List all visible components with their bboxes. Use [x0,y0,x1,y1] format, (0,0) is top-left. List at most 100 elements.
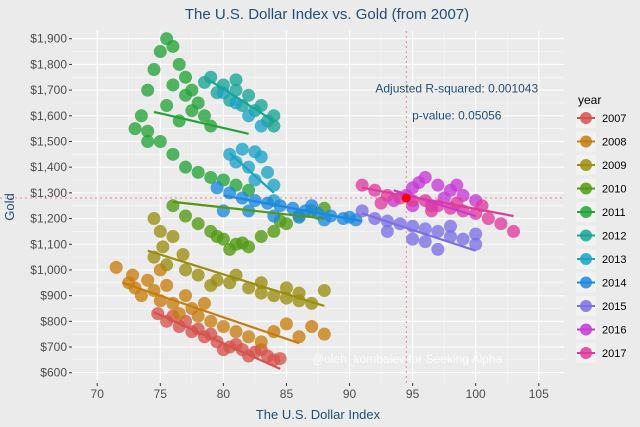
x-tick-label: 90 [343,387,357,401]
data-point-2013 [216,86,230,100]
data-point-2014 [292,210,306,224]
data-points [109,32,521,367]
data-point-2008 [242,330,256,344]
y-axis-title: Gold [2,193,17,220]
legend-key-dot [580,159,592,171]
data-point-2009 [317,284,331,298]
data-point-2010 [254,230,268,244]
data-point-2013 [229,96,243,110]
data-point-2011 [179,70,193,84]
data-point-2011 [166,147,180,161]
data-point-2013 [261,165,275,179]
data-point-2017 [425,204,439,218]
data-point-2008 [179,289,193,303]
data-point-2014 [343,210,357,224]
data-point-2012 [229,83,243,97]
highlight-point [401,193,411,203]
data-point-2011 [134,109,148,123]
legend-label-2012: 2012 [602,231,626,243]
data-point-2012 [242,88,256,102]
legend-items: 2007 2008 2009 2010 2011 2012 2013 2014 2015 2016… [576,108,626,363]
data-point-2011 [179,160,193,174]
fit-line-2012 [210,80,275,122]
legend-key-dot [580,206,592,218]
data-point-2009 [176,248,190,262]
data-point-2017 [355,178,369,192]
legend-label-2017: 2017 [602,348,626,360]
data-point-2013 [229,155,243,169]
data-point-2008 [160,278,174,292]
data-point-2008 [317,327,331,341]
data-point-2008 [109,260,123,274]
y-tick-label: $1,400 [30,160,67,174]
data-point-2017 [507,224,521,238]
data-point-2017 [374,196,388,210]
legend-label-2013: 2013 [602,254,626,266]
x-tick-label: 75 [154,387,168,401]
data-point-2015 [380,224,394,238]
data-point-2009 [153,224,167,238]
legend-key-dot [580,300,592,312]
data-point-2008 [279,317,293,331]
highlight-layer [401,193,411,203]
data-point-2015 [431,224,445,238]
data-point-2008 [172,307,186,321]
data-point-2008 [305,319,319,333]
data-point-2011 [166,39,180,53]
y-tick-label: $800 [40,314,67,328]
data-point-2016 [418,170,432,184]
y-tick-label: $1,300 [30,186,67,200]
legend: year 2007 2008 2009 2010 2011 2012 2013 2014 201… [576,93,626,363]
fit-line-2011 [153,110,249,135]
data-point-2011 [185,104,199,118]
data-point-2013 [242,109,256,123]
legend-title: year [578,93,601,107]
data-point-2013 [254,119,268,133]
data-point-2010 [267,224,281,238]
data-point-2012 [267,119,281,133]
watermark: @oleh_kombaiev for Seeking Alpha [312,352,503,366]
y-tick-label: $1,600 [30,109,67,123]
data-point-2011 [191,165,205,179]
data-point-2015 [443,219,457,233]
data-point-2010 [191,217,205,231]
data-point-2014 [317,213,331,227]
fit-line-2008 [122,281,300,345]
y-tick-label: $1,500 [30,134,67,148]
data-point-2010 [210,230,224,244]
fit-line-2013 [228,152,275,194]
data-point-2008 [216,319,230,333]
legend-label-2011: 2011 [602,207,626,219]
data-point-2013 [242,160,256,174]
data-point-2015 [418,235,432,249]
x-axis: 70 75 80 85 90 95 100 105 [91,383,549,401]
legend-key-dot [580,112,592,124]
data-point-2009 [166,230,180,244]
x-tick-label: 70 [91,387,105,401]
data-point-2010 [235,236,249,250]
legend-key-dot [580,347,592,359]
data-point-2017 [494,217,508,231]
data-point-2009 [156,240,170,254]
data-point-2009 [254,286,268,300]
legend-label-2007: 2007 [602,113,626,125]
data-point-2011 [166,78,180,92]
legend-key-dot [580,182,592,195]
data-point-2011 [128,122,142,136]
data-point-2010 [223,242,237,256]
y-tick-label: $1,100 [30,237,67,251]
data-point-2012 [229,73,243,87]
x-tick-label: 85 [280,387,294,401]
chart-title: The U.S. Dollar Index vs. Gold (from 200… [185,6,469,23]
data-point-2009 [242,281,256,295]
data-point-2007 [267,353,281,367]
data-point-2013 [235,142,249,156]
data-point-2015 [469,237,483,251]
y-tick-label: $1,700 [30,83,67,97]
data-point-2009 [204,278,218,292]
data-point-2008 [134,289,148,303]
data-point-2008 [204,314,218,328]
data-point-2011 [204,170,218,184]
data-point-2009 [279,281,293,295]
